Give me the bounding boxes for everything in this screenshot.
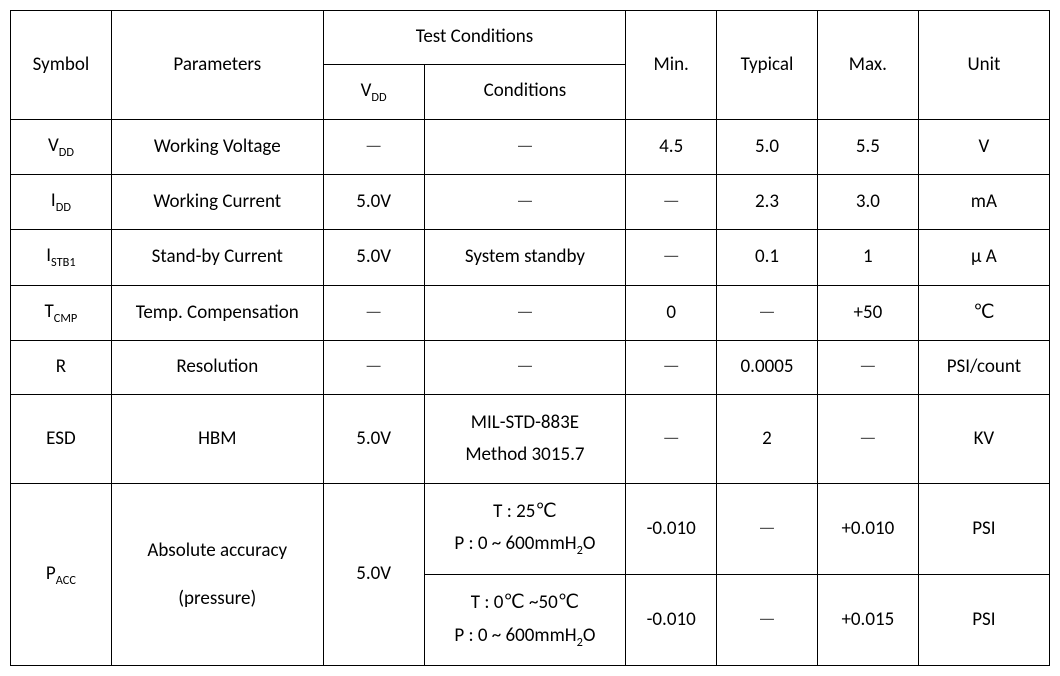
table-row: ESD HBM 5.0V MIL-STD-883E Method 3015.7 … <box>11 394 1050 484</box>
cell-max: 1 <box>817 230 918 285</box>
cell-conditions: T : 0℃ ~50℃ P : 0 ~ 600mmH2O <box>424 575 626 666</box>
spec-table: Symbol Parameters Test Conditions Min. T… <box>10 10 1050 666</box>
cell-parameters: Working Voltage <box>111 119 323 174</box>
cell-parameters: Stand-by Current <box>111 230 323 285</box>
cell-unit: PSI/count <box>918 341 1049 395</box>
cell-typical: 2 <box>717 394 818 484</box>
cell-symbol: ISTB1 <box>11 230 112 285</box>
cell-conditions: — <box>424 175 626 230</box>
cell-max: +0.010 <box>817 484 918 575</box>
cell-vdd: — <box>323 119 424 174</box>
cell-symbol: PACC <box>11 484 112 666</box>
table-row: IDD Working Current 5.0V — — 2.3 3.0 mA <box>11 175 1050 230</box>
cell-max: — <box>817 341 918 395</box>
cell-symbol: IDD <box>11 175 112 230</box>
col-parameters: Parameters <box>111 11 323 120</box>
cell-typical: — <box>717 285 818 340</box>
cell-min: — <box>626 230 717 285</box>
header-row-1: Symbol Parameters Test Conditions Min. T… <box>11 11 1050 65</box>
cell-vdd: 5.0V <box>323 230 424 285</box>
cell-symbol: ESD <box>11 394 112 484</box>
cell-unit: mA <box>918 175 1049 230</box>
cell-min: -0.010 <box>626 575 717 666</box>
cell-max: 5.5 <box>817 119 918 174</box>
cell-unit: V <box>918 119 1049 174</box>
cell-typical: 2.3 <box>717 175 818 230</box>
cell-conditions: MIL-STD-883E Method 3015.7 <box>424 394 626 484</box>
col-vdd: VDD <box>323 64 424 119</box>
cell-symbol: VDD <box>11 119 112 174</box>
cell-conditions: — <box>424 341 626 395</box>
cell-unit: PSI <box>918 575 1049 666</box>
table-row: ISTB1 Stand-by Current 5.0V System stand… <box>11 230 1050 285</box>
cell-max: 3.0 <box>817 175 918 230</box>
cell-parameters: HBM <box>111 394 323 484</box>
cell-max: +0.015 <box>817 575 918 666</box>
cell-parameters: Absolute accuracy (pressure) <box>111 484 323 666</box>
col-max: Max. <box>817 11 918 120</box>
col-conditions: Conditions <box>424 64 626 119</box>
col-symbol: Symbol <box>11 11 112 120</box>
cell-unit: PSI <box>918 484 1049 575</box>
cell-vdd: — <box>323 341 424 395</box>
cell-unit: ℃ <box>918 285 1049 340</box>
cell-typical: 0.1 <box>717 230 818 285</box>
cell-vdd: — <box>323 285 424 340</box>
cell-symbol: TCMP <box>11 285 112 340</box>
cell-max: +50 <box>817 285 918 340</box>
cell-vdd: 5.0V <box>323 175 424 230</box>
cell-min: — <box>626 394 717 484</box>
cell-vdd: 5.0V <box>323 394 424 484</box>
cell-conditions: System standby <box>424 230 626 285</box>
table-row: R Resolution — — — 0.0005 — PSI/count <box>11 341 1050 395</box>
cell-min: 4.5 <box>626 119 717 174</box>
cell-typical: — <box>717 575 818 666</box>
table-row: TCMP Temp. Compensation — — 0 — +50 ℃ <box>11 285 1050 340</box>
table-row: PACC Absolute accuracy (pressure) 5.0V T… <box>11 484 1050 575</box>
col-typical: Typical <box>717 11 818 120</box>
cell-conditions: — <box>424 119 626 174</box>
cell-parameters: Resolution <box>111 341 323 395</box>
col-test-conditions: Test Conditions <box>323 11 626 65</box>
cell-typical: — <box>717 484 818 575</box>
cell-typical: 5.0 <box>717 119 818 174</box>
cell-conditions: — <box>424 285 626 340</box>
cell-typical: 0.0005 <box>717 341 818 395</box>
cell-min: 0 <box>626 285 717 340</box>
cell-unit: KV <box>918 394 1049 484</box>
cell-unit: μ A <box>918 230 1049 285</box>
cell-max: — <box>817 394 918 484</box>
cell-conditions: T : 25℃ P : 0 ~ 600mmH2O <box>424 484 626 575</box>
col-unit: Unit <box>918 11 1049 120</box>
cell-parameters: Temp. Compensation <box>111 285 323 340</box>
cell-min: — <box>626 175 717 230</box>
cell-min: — <box>626 341 717 395</box>
cell-min: -0.010 <box>626 484 717 575</box>
cell-symbol: R <box>11 341 112 395</box>
cell-vdd: 5.0V <box>323 484 424 666</box>
col-min: Min. <box>626 11 717 120</box>
table-row: VDD Working Voltage — — 4.5 5.0 5.5 V <box>11 119 1050 174</box>
cell-parameters: Working Current <box>111 175 323 230</box>
